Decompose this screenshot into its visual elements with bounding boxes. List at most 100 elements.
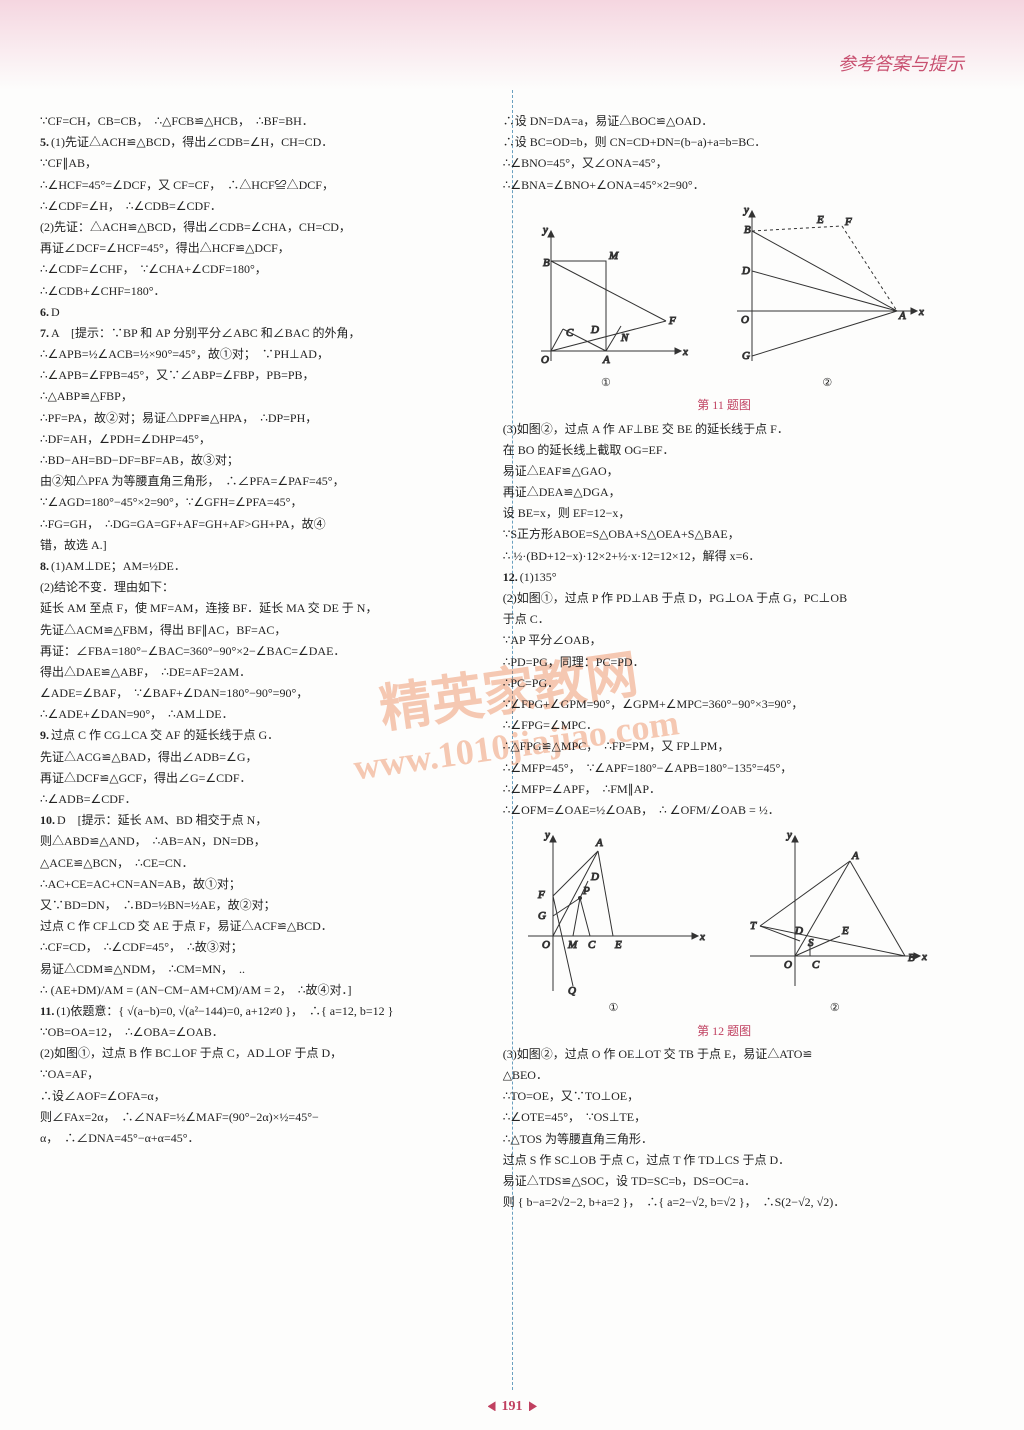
svg-text:A: A [851,850,859,862]
text-line: ∴BD−AH=BD−DF=BF=AB，故③对； [40,451,483,470]
right-column: ∴设 DN=DA=a，易证△BOC≌△OAD． ∴设 BC=OD=b，则 CN=… [493,110,956,1214]
text-line: 易证△EAF≌△GAO， [503,462,946,481]
svg-text:D: D [590,871,599,883]
svg-text:T: T [750,920,757,932]
item-number: 10. [40,813,55,827]
left-column: ∵CF=CH，CB=CB， ∴△FCB≌△HCB， ∴BF=BH． 5.(1)先… [30,110,493,1214]
text-line: ∴∠BNO=45°，又∠ONA=45°， [503,154,946,173]
diagram-svg: x y O B M A F N C [521,221,691,371]
svg-text:D: D [741,265,750,277]
text-line: 则∠FAx=2α， ∴∠NAF=½∠MAF=(90°−2α)×½=45°− [40,1108,483,1127]
text-line: ∴设∠AOF=∠OFA=α， [40,1087,483,1106]
text-line: ∴ (AE+DM)/AM = (AN−CM−AM+CM)/AM = 2， ∴故④… [40,981,483,1000]
figure-12-caption: 第 12 题图 [503,1022,946,1041]
svg-text:y: y [786,829,792,841]
svg-text:A: A [595,837,603,849]
svg-text:B: B [908,952,915,964]
text-line: △ACE≌△BCN， ∴CE=CN． [40,854,483,873]
svg-text:y: y [743,204,749,216]
svg-text:E: E [816,214,824,226]
text-line: 再证∠DCF=∠HCF=45°，得出△HCF≌△DCF， [40,239,483,258]
svg-text:O: O [541,354,549,366]
text-line: 则△ABD≌△AND， ∴AB=AN，DN=DB， [40,832,483,851]
diagram-svg: x y O B E F A D [727,201,927,371]
svg-text:x: x [918,306,924,318]
subfig-label: ② [740,1000,930,1018]
text-line: ∴PC=PG． [503,674,946,693]
text-line: 10.D [提示：延长 AM、BD 相交于点 N， [40,811,483,830]
svg-text:E: E [841,925,849,937]
text-line: ∵∠AGD=180°−45°×2=90°，∵∠GFH=∠PFA=45°， [40,493,483,512]
text-line: 11.(1)依题意：{ √(a−b)=0, √(a²−144)=0, a+12≠… [40,1002,483,1021]
text-line: 再证△DCF≌△GCF，得出∠G=∠CDF． [40,769,483,788]
svg-text:Q: Q [568,985,576,996]
item-number: 5. [40,135,49,149]
text-line: (3)如图②，过点 O 作 OE⊥OT 交 TB 于点 E，易证△ATO≌ [503,1045,946,1064]
text-line: ∴∠MFP=45°， ∵∠APF=180°−∠APB=180°−135°=45°… [503,759,946,778]
svg-text:B: B [543,257,550,269]
text: A [提示：∵BP 和 AP 分别平分∠ABC 和∠BAC 的外角， [51,326,360,340]
text-line: ∴∠ADB=∠CDF． [40,790,483,809]
text-line: (2)如图①，过点 P 作 PD⊥AB 于点 D，PG⊥OA 于点 G，PC⊥O… [503,589,946,608]
figure-12-left: x y O A E F G P [518,822,708,1018]
text-line: 得出△DAE≌△ABF， ∴DE=AF=2AM． [40,663,483,682]
text-line: ∵OA=AF， [40,1065,483,1084]
text-line: 再证△DEA≌△DGA， [503,483,946,502]
body-columns: ∵CF=CH，CB=CB， ∴△FCB≌△HCB， ∴BF=BH． 5.(1)先… [30,110,994,1214]
text-line: ∴PD=PG，同理：PC=PD． [503,653,946,672]
text-line: 先证△ACM≌△FBM，得出 BF∥AC，BF=AC， [40,621,483,640]
text-line: ∴∠CDB+∠CHF=180°． [40,282,483,301]
text-line: (2)先证：△ACH≌△BCD，得出∠CDB=∠CHA，CH=CD， [40,218,483,237]
text-line: ∴∠FPG=∠MPC． [503,716,946,735]
svg-text:B: B [744,224,751,236]
text-line: 过点 C 作 CF⊥CD 交 AE 于点 F，易证△ACF≌△BCD． [40,917,483,936]
text-line: α， ∴∠DNA=45°−α+α=45°． [40,1129,483,1148]
text-line: ∴AC+CE=AC+CN=AN=AB，故①对； [40,875,483,894]
svg-text:F: F [844,216,852,228]
text-line: ∵OB=OA=12， ∴∠OBA=∠OAB． [40,1023,483,1042]
figure-11-right: x y O B E F A D [727,197,927,393]
item-number: 7. [40,326,49,340]
text: 过点 C 作 CG⊥CA 交 AF 的延长线于点 G． [51,728,279,742]
subfig-label: ① [521,375,691,393]
text-line: ∴PF=PA，故②对；易证△DPF≌△HPA， ∴DP=PH， [40,409,483,428]
text-line: 5.(1)先证△ACH≌△BCD，得出∠CDB=∠H，CH=CD． [40,133,483,152]
svg-text:S: S [808,937,814,949]
svg-text:O: O [741,314,749,326]
text-line: ∴设 DN=DA=a，易证△BOC≌△OAD． [503,112,946,131]
text-line: △BEO． [503,1066,946,1085]
text-line: 再证：∠FBA=180°−∠BAC=360°−90°×2−∠BAC=∠DAE． [40,642,483,661]
svg-text:y: y [542,224,548,236]
item-number: 12. [503,570,518,584]
text-line: 9.过点 C 作 CG⊥CA 交 AF 的延长线于点 G． [40,726,483,745]
header-title: 参考答案与提示 [838,50,964,79]
svg-text:M: M [608,250,619,262]
svg-text:x: x [682,346,688,358]
text-line: ∴∠MFP=∠APF， ∴FM∥AP． [503,780,946,799]
svg-text:M: M [567,939,578,951]
svg-text:x: x [699,931,705,943]
text: (1)AM⊥DE；AM=½DE． [51,559,186,573]
svg-text:C: C [588,939,596,951]
text-line: 7.A [提示：∵BP 和 AP 分别平分∠ABC 和∠BAC 的外角， [40,324,483,343]
text-line: (3)如图②，过点 A 作 AF⊥BE 交 BE 的延长线于点 F． [503,420,946,439]
text-line: ∴CF=CD， ∴∠CDF=45°， ∴故③对； [40,938,483,957]
text-line: 12.(1)135° [503,568,946,587]
svg-text:G: G [742,350,750,362]
page-number: 191 [0,1396,1024,1418]
text-line: ∵CF=CH，CB=CB， ∴△FCB≌△HCB， ∴BF=BH． [40,112,483,131]
text-line: ∴∠APB=½∠ACB=½×90°=45°，故①对； ∵PH⊥AD， [40,345,483,364]
text: (1)135° [520,570,557,584]
svg-text:A: A [898,310,906,322]
text-line: ∵AP 平分∠OAB， [503,631,946,650]
item-number: 9. [40,728,49,742]
text-line: (2)如图①，过点 B 作 BC⊥OF 于点 C，AD⊥OF 于点 D， [40,1044,483,1063]
text-line: ∴△FPG≌△MPC， ∴FP=PM，又 FP⊥PM， [503,737,946,756]
svg-text:O: O [784,959,792,971]
item-number: 6. [40,305,49,319]
diagram-svg: x y O A E F G P [518,826,708,996]
text-line: 延长 AM 至点 F，使 MF=AM，连接 BF．延长 MA 交 DE 于 N， [40,599,483,618]
text-line: ∴△ABP≌△FBP， [40,387,483,406]
svg-text:G: G [538,910,546,922]
page: 参考答案与提示 精英家教网 www.1010jiajiao.com ∵CF=CH… [0,0,1024,1430]
